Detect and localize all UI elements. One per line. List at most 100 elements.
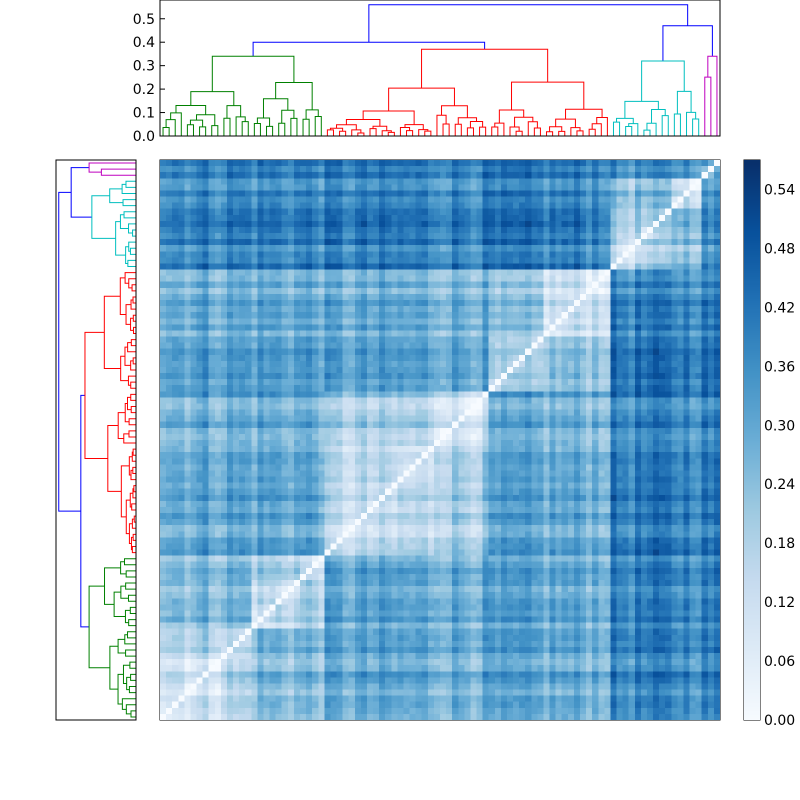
- colorbar-tick-label: 0.12: [764, 595, 795, 611]
- dendrogram-link: [498, 109, 525, 124]
- dendrogram-link: [189, 119, 204, 127]
- dendrogram-link: [80, 394, 90, 628]
- dendrogram-link: [131, 284, 136, 292]
- dendrogram-link: [104, 567, 121, 605]
- dendrogram-link: [625, 126, 633, 136]
- dendrogram-link: [130, 393, 136, 401]
- dendrogram-link: [399, 126, 411, 136]
- dendrogram-link: [123, 433, 136, 444]
- dendrogram-link: [117, 638, 126, 654]
- dendrogram-link: [704, 76, 712, 136]
- dendrogram-link: [122, 199, 136, 207]
- dendrogram-link: [494, 122, 505, 136]
- dendrogram-link: [132, 229, 136, 237]
- dendrogram-link: [646, 122, 657, 136]
- dendrogram-link: [127, 342, 136, 353]
- dendrogram-link: [121, 183, 136, 194]
- dendrogram-link: [624, 100, 659, 119]
- dendrogram-link: [707, 55, 718, 136]
- dendrogram-link: [527, 121, 538, 136]
- top-dendrogram-frame: [159, 0, 721, 137]
- colorbar-tick-label: 0.42: [764, 300, 795, 316]
- dendrogram-link: [226, 105, 242, 119]
- dendrogram-link: [120, 465, 130, 518]
- dendrogram-link: [662, 25, 713, 61]
- dendrogram-link: [125, 649, 136, 657]
- dendrogram-link: [124, 402, 130, 423]
- dendrogram-link: [406, 130, 414, 136]
- left-dendrogram-frame: [55, 159, 137, 721]
- dendrogram-link: [162, 127, 170, 136]
- dendrogram-link: [651, 109, 666, 124]
- dendrogram-link: [457, 117, 478, 125]
- dendrogram-link: [326, 129, 334, 136]
- dendrogram-link: [133, 326, 136, 334]
- dendrogram-link: [199, 126, 207, 136]
- dendrogram-link: [336, 124, 357, 130]
- dendrogram-link: [211, 55, 295, 92]
- dendrogram-link: [175, 104, 207, 115]
- dendrogram-link: [641, 60, 685, 102]
- dendrogram-link: [345, 118, 381, 127]
- dendrogram-link: [132, 296, 136, 304]
- dendrogram-link: [362, 110, 415, 125]
- dendrogram-link: [109, 188, 124, 204]
- top-dendrogram-y-axis: 0.0 0.1 0.2 0.3 0.4 0.5: [133, 12, 165, 145]
- dendrogram-link: [129, 661, 136, 669]
- dendrogram-link: [661, 115, 669, 136]
- dendrogram-link: [119, 277, 127, 315]
- dendrogram-link: [368, 4, 689, 43]
- dendrogram-link: [126, 676, 131, 691]
- top-y-tick-label: 0.4: [133, 35, 155, 51]
- top-y-tick-label: 0.2: [133, 82, 155, 98]
- dendrogram-link: [127, 396, 132, 411]
- dendrogram-link: [132, 314, 136, 322]
- dendrogram-link: [241, 121, 249, 136]
- dendrogram-link: [170, 112, 182, 136]
- dendrogram-link: [124, 558, 136, 566]
- dendrogram-link: [252, 41, 486, 57]
- dendrogram-link: [107, 425, 122, 492]
- dendrogram-link: [387, 131, 395, 136]
- colorbar-tick-label: 0.00: [764, 713, 795, 729]
- dendrogram-link: [305, 109, 319, 120]
- dendrogram-link: [125, 499, 131, 535]
- dendrogram-link: [130, 339, 136, 347]
- dendrogram-link: [643, 129, 651, 136]
- dendrogram-link: [314, 115, 322, 136]
- dendrogram-link: [132, 448, 136, 456]
- dendrogram-link: [117, 673, 124, 705]
- dendrogram-link: [117, 412, 126, 439]
- dendrogram-link: [190, 91, 235, 106]
- dendrogram-link: [546, 131, 554, 136]
- dendrogram-link: [558, 130, 566, 136]
- dendrogram-link: [130, 710, 136, 718]
- dendrogram-link: [424, 130, 432, 136]
- dendrogram-link: [120, 355, 129, 382]
- dendrogram-link: [533, 127, 541, 136]
- dendrogram-link: [128, 418, 136, 426]
- dendrogram-link: [372, 125, 388, 131]
- dendrogram-link: [596, 116, 608, 136]
- dendrogram-link: [235, 116, 246, 136]
- dendrogram-link: [130, 317, 134, 331]
- dendrogram-link: [113, 591, 126, 618]
- top-y-tick-label: 0.0: [133, 129, 155, 145]
- dendrogram-link: [388, 87, 455, 112]
- dendrogram-link: [121, 698, 136, 710]
- dendrogram-link: [130, 673, 136, 681]
- dendrogram-link: [165, 119, 176, 136]
- top-y-tick-label: 0.5: [133, 12, 155, 28]
- dendrogram-link: [120, 561, 127, 575]
- dendrogram-link: [100, 168, 136, 176]
- dendrogram-link: [128, 456, 133, 476]
- dendrogram-link: [120, 585, 129, 599]
- dendrogram-link: [132, 357, 136, 365]
- dendrogram-link: [124, 346, 131, 366]
- dendrogram-link: [115, 221, 126, 256]
- dendrogram-link: [290, 117, 298, 136]
- dendrogram-link: [469, 121, 484, 128]
- dendrogram-link: [418, 129, 429, 136]
- dendrogram-link: [281, 109, 295, 124]
